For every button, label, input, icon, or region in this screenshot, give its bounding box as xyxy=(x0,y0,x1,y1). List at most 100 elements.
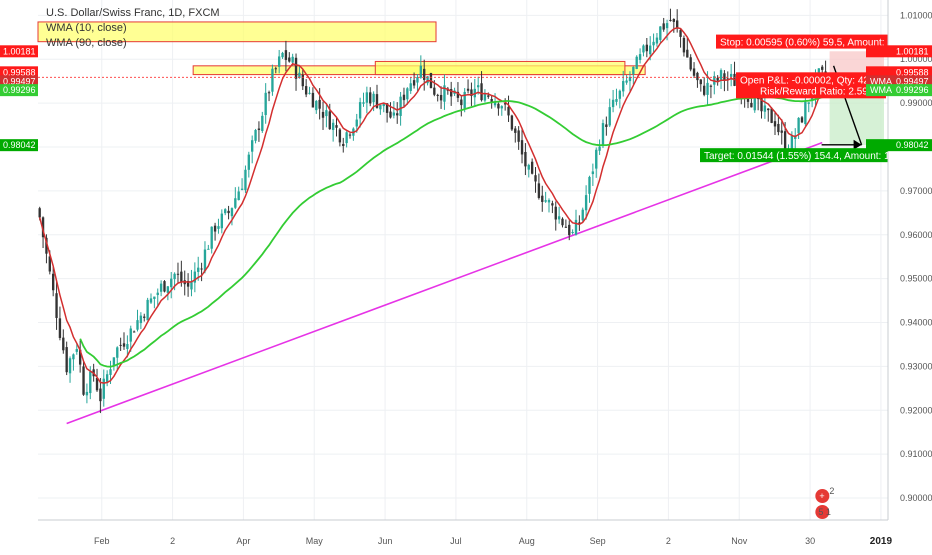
candle-body xyxy=(65,347,68,373)
candle-body xyxy=(487,95,490,97)
candle-body xyxy=(315,101,318,111)
candle-body xyxy=(490,98,493,103)
candle-body xyxy=(75,349,78,352)
candle-body xyxy=(500,106,503,109)
candle-body xyxy=(541,195,544,202)
candle-body xyxy=(719,70,723,80)
candle-body xyxy=(510,115,514,130)
candle-body xyxy=(530,161,534,174)
right-tag-value: 0.98042 xyxy=(896,140,929,150)
candle-body xyxy=(78,349,82,365)
candle-body xyxy=(348,134,352,136)
candle-body xyxy=(770,108,773,123)
candle-body xyxy=(709,85,713,87)
candle-body xyxy=(173,273,176,280)
resistance-zones xyxy=(37,21,646,76)
y-tick-label: 0.94000 xyxy=(900,318,932,328)
candle-body xyxy=(308,92,311,94)
candle-body xyxy=(466,88,470,91)
candle-body xyxy=(143,316,146,318)
candle-body xyxy=(426,76,429,84)
candle-body xyxy=(514,128,517,133)
candle-body xyxy=(746,98,750,102)
candle-body xyxy=(257,128,261,131)
legend-symbol[interactable]: U.S. Dollar/Swiss Franc, 1D, FXCM xyxy=(46,7,220,19)
candle-body xyxy=(450,89,453,97)
left-tag-value: 0.98042 xyxy=(3,140,36,150)
candle-body xyxy=(800,117,804,123)
candle-body xyxy=(753,96,756,111)
open-pl-label: Open P&L: -0.00002, Qty: 42016 xyxy=(740,75,886,86)
candle-body xyxy=(116,347,119,358)
candle-body xyxy=(659,26,662,40)
y-tick-label: 0.91000 xyxy=(900,449,932,459)
candle-body xyxy=(129,328,132,342)
candle-body xyxy=(750,102,753,108)
resistance-zone xyxy=(37,21,437,43)
candle-body xyxy=(605,124,608,127)
candle-body xyxy=(342,143,345,147)
candle-body xyxy=(335,125,338,128)
y-tick-label: 0.95000 xyxy=(900,274,932,284)
candle-body xyxy=(62,337,65,351)
candle-body xyxy=(807,102,810,104)
right-price-tag: 0.98042 xyxy=(866,139,932,152)
candle-body xyxy=(662,23,665,30)
candle-body xyxy=(608,107,611,126)
x-tick-label: 2 xyxy=(170,536,175,546)
candle-body xyxy=(325,110,328,117)
candle-body xyxy=(460,99,463,106)
y-tick-label: 1.01000 xyxy=(900,10,932,20)
candle-body xyxy=(159,283,163,292)
candle-body xyxy=(170,278,173,288)
candle-body xyxy=(122,343,126,347)
candle-body xyxy=(470,89,473,96)
candle-body xyxy=(578,222,581,224)
candle-body xyxy=(412,80,416,86)
target-label-box xyxy=(700,148,888,163)
candle-body xyxy=(213,225,217,232)
y-tick-label: 0.93000 xyxy=(900,361,932,371)
target-label: Target: 0.01544 (1.55%) 154.4, Amount: 1 xyxy=(704,151,890,162)
candle-body xyxy=(109,369,112,375)
candle-body xyxy=(89,371,92,394)
candle-body xyxy=(291,56,294,63)
stop-label-box xyxy=(716,34,888,49)
left-tag-box xyxy=(0,45,38,58)
candle-body xyxy=(156,292,159,296)
candle-body xyxy=(676,20,679,29)
right-tag-name: WMA xyxy=(870,76,892,86)
legend-wma-slow[interactable]: WMA (90, close) xyxy=(46,37,127,49)
candle-body xyxy=(547,199,551,203)
right-tag-value: 0.99296 xyxy=(896,85,929,95)
candle-body xyxy=(729,73,733,77)
candle-body xyxy=(817,68,821,76)
candle-body xyxy=(423,68,426,80)
candle-body xyxy=(190,281,193,290)
right-tag-box xyxy=(866,84,932,97)
candle-body xyxy=(328,111,331,130)
legend-wma-fast[interactable]: WMA (10, close) xyxy=(46,22,127,34)
candle-body xyxy=(166,286,170,293)
candle-body xyxy=(153,296,156,299)
candle-body xyxy=(524,151,527,167)
candle-body xyxy=(277,56,281,67)
candle-body xyxy=(197,267,200,272)
y-tick-label: 0.90000 xyxy=(900,493,932,503)
candle-body xyxy=(382,103,385,107)
x-tick-label: 2 xyxy=(666,536,671,546)
x-tick-label: 30 xyxy=(805,536,815,546)
candle-body xyxy=(362,102,365,104)
x-tick-label: Jul xyxy=(450,536,462,546)
candle-body xyxy=(261,115,264,131)
candle-body xyxy=(689,57,692,70)
candle-body xyxy=(41,217,45,238)
right-price-tag: WMA 0.99296 xyxy=(866,84,932,97)
candle-body xyxy=(234,198,237,208)
target-label-group: Target: 0.01544 (1.55%) 154.4, Amount: 1 xyxy=(700,148,890,163)
candle-body xyxy=(433,87,436,95)
candle-body xyxy=(557,216,561,220)
x-tick-label: Nov xyxy=(731,536,748,546)
candle-body xyxy=(692,68,696,76)
candle-body xyxy=(682,37,686,53)
